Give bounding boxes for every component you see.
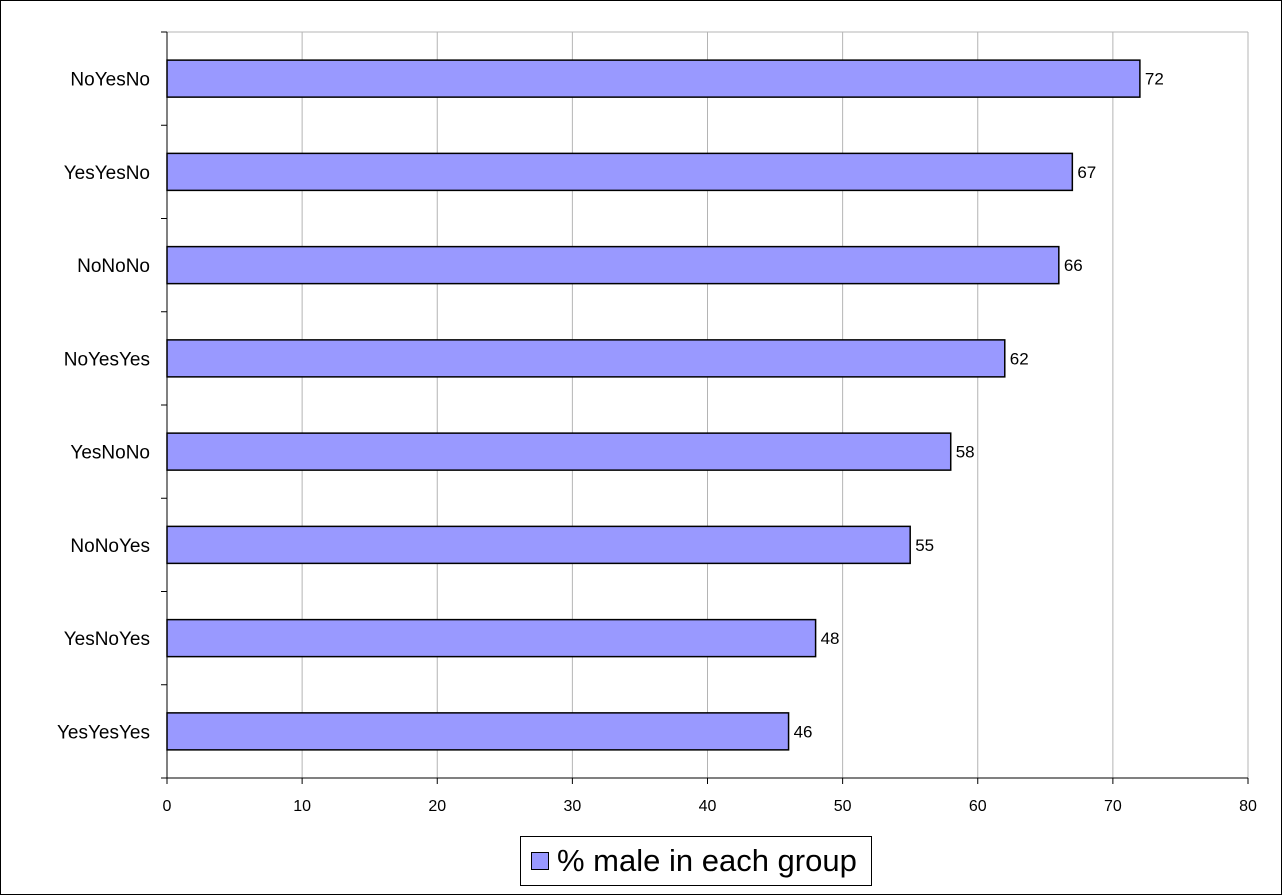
bar-YesNoYes [166, 618, 817, 658]
x-tick-label: 10 [293, 798, 311, 815]
data-label: 67 [1077, 163, 1096, 182]
data-label: 72 [1145, 70, 1164, 89]
bar-series [166, 59, 1141, 751]
category-label: YesNoNo [70, 443, 150, 464]
category-labels: NoYesNo YesYesNo NoNoNo NoYesYes YesNoNo NoNo… [57, 70, 150, 744]
x-tick-label: 50 [834, 798, 852, 815]
data-label: 58 [956, 443, 975, 462]
x-tick-label: 0 [163, 798, 172, 815]
data-label: 66 [1064, 256, 1083, 275]
bar-NoNoNo [166, 245, 1060, 285]
legend: % male in each group [520, 836, 872, 886]
category-label: NoNoYes [70, 536, 150, 557]
category-label: NoNoNo [77, 256, 150, 277]
data-label: 55 [915, 536, 934, 555]
x-tick-labels: 0 10 20 30 40 50 60 70 80 [163, 798, 1257, 815]
data-label: 48 [821, 629, 840, 648]
legend-label: % male in each group [557, 843, 857, 878]
x-tick-label: 60 [969, 798, 987, 815]
legend-swatch [531, 852, 549, 870]
x-tick-label: 30 [563, 798, 581, 815]
bar-NoNoYes [166, 525, 911, 565]
category-label: YesYesNo [64, 163, 150, 184]
bar-YesYesYes [166, 712, 790, 751]
x-tick-label: 20 [428, 798, 446, 815]
x-tick-label: 80 [1239, 798, 1257, 815]
bar-NoYesYes [166, 339, 1006, 378]
category-label: YesYesYes [57, 722, 150, 743]
bar-NoYesNo [166, 59, 1141, 98]
bar-YesNoNo [166, 432, 952, 471]
x-tick-label: 70 [1104, 798, 1122, 815]
category-label: NoYesYes [64, 349, 150, 370]
bar-YesYesNo [166, 152, 1074, 192]
data-label: 62 [1010, 349, 1029, 368]
axes [161, 31, 1249, 784]
category-label: NoYesNo [70, 70, 150, 91]
data-label: 46 [794, 722, 813, 741]
x-tick-label: 40 [699, 798, 717, 815]
data-labels: 72 67 66 62 58 55 48 46 [794, 70, 1164, 742]
category-label: YesNoYes [64, 629, 150, 650]
